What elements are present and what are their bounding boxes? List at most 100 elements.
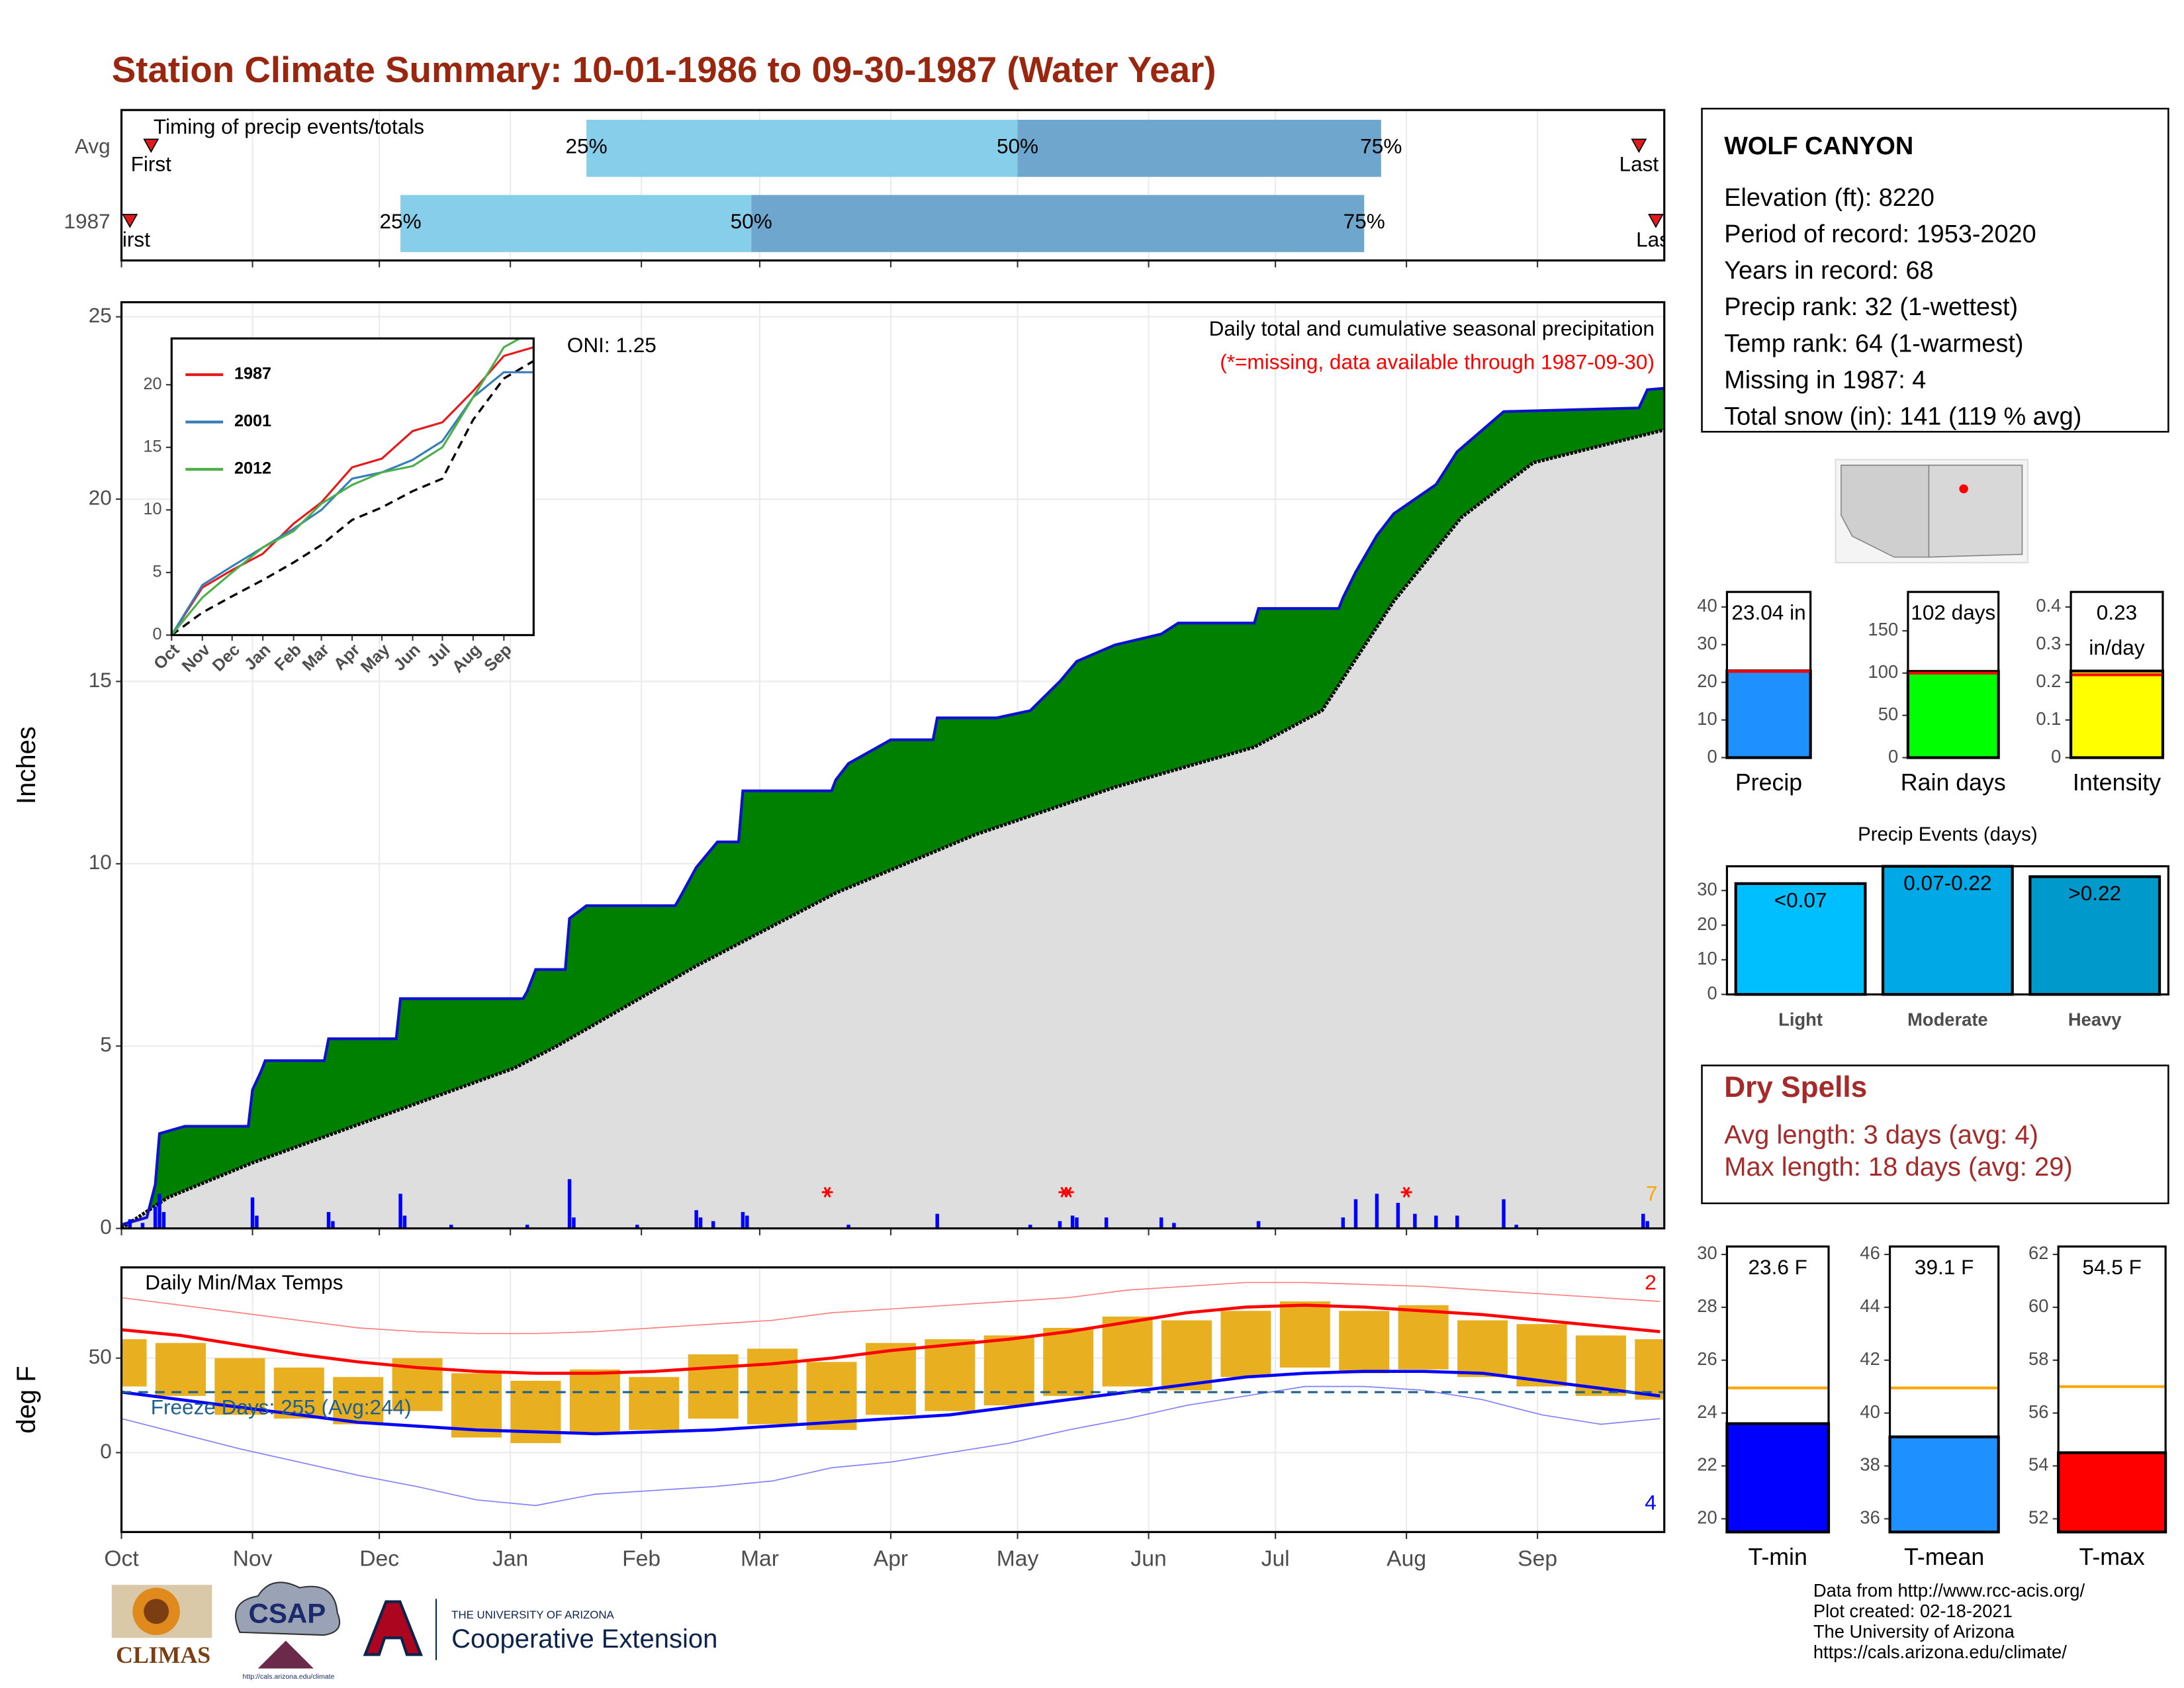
temp-range-bar — [1398, 1305, 1449, 1370]
unit-label: in/day — [2089, 635, 2144, 659]
freeze-label: Freeze Days: 255 (Avg:244) — [151, 1395, 412, 1419]
y-tick-label: 0.1 — [2036, 708, 2061, 729]
y-tick-label: 25 — [89, 303, 112, 327]
y-tick-label: 0 — [100, 1215, 112, 1239]
credit-line: Plot created: 02-18-2021 — [1813, 1601, 2013, 1621]
y-axis-title: deg F — [12, 1366, 41, 1433]
daily-precip-bar — [398, 1194, 402, 1229]
x-category-label: T-mean — [1904, 1544, 1984, 1570]
oni-label: ONI: 1.25 — [567, 333, 657, 357]
temp-range-bar — [1279, 1301, 1330, 1368]
page-title: Station Climate Summary: 10-01-1986 to 0… — [112, 49, 1216, 90]
annotation: Daily total and cumulative seasonal prec… — [1209, 316, 1655, 340]
daily-precip-bar — [567, 1179, 572, 1229]
value-label: 102 days — [1911, 600, 1995, 624]
y-tick-label: 100 — [1868, 661, 1899, 682]
plot-area — [121, 387, 1664, 1229]
chart-title: Timing of precip events/totals — [154, 115, 424, 138]
legend-label: 2001 — [234, 412, 271, 430]
bar — [1725, 1422, 1831, 1534]
y-tick-label: 22 — [1697, 1454, 1717, 1475]
y-tick-label: 0 — [2051, 746, 2061, 767]
x-tick-label: Feb — [622, 1546, 660, 1571]
daily-precip-bar — [326, 1211, 331, 1229]
x-tick-label: Nov — [233, 1546, 273, 1571]
value-label: 39.1 F — [1915, 1255, 1974, 1279]
x-tick-label: Apr — [874, 1546, 908, 1571]
dry-spells-line: Max length: 18 days (avg: 29) — [1724, 1152, 2073, 1182]
y-tick-label: 10 — [1697, 948, 1717, 968]
map-state — [1928, 464, 2023, 558]
temp-range-bar — [155, 1342, 206, 1396]
bar — [2057, 1451, 2167, 1534]
y-tick-label: 20 — [143, 375, 161, 393]
temp-range-bar — [569, 1369, 620, 1434]
daily-precip-bar — [572, 1217, 576, 1229]
temp-range-bar — [451, 1373, 502, 1438]
bar-label: <0.07 — [1774, 888, 1827, 912]
university-name: THE UNIVERSITY OF ARIZONA — [451, 1609, 614, 1621]
record-high-count: 2 — [1645, 1270, 1657, 1294]
event-marker — [143, 138, 159, 154]
annotation-note: (*=missing, data available through 1987-… — [1220, 350, 1655, 373]
daily-precip-bar — [140, 1223, 145, 1229]
chart-title: Daily Min/Max Temps — [145, 1270, 343, 1294]
csap-text: CSAP — [248, 1598, 326, 1629]
plot-border — [120, 1266, 1666, 1533]
chart-title: Precip Events (days) — [1858, 823, 2038, 845]
temp-range-bar — [1516, 1324, 1567, 1387]
y-tick-label: 10 — [1697, 708, 1717, 729]
count-label: 7 — [1646, 1182, 1658, 1205]
series-line — [171, 346, 534, 635]
temp-range-bar — [688, 1354, 739, 1419]
temp-range-bar — [865, 1342, 916, 1415]
y-tick-label: 56 — [2028, 1401, 2048, 1422]
y-tick-label: 36 — [1860, 1507, 1880, 1528]
x-tick-label: Aug — [1387, 1546, 1426, 1571]
y-tick-label: 58 — [2028, 1348, 2048, 1369]
value-label: 54.5 F — [2082, 1255, 2141, 1279]
record-max-line — [121, 1282, 1661, 1335]
daily-precip-bar — [711, 1221, 715, 1229]
plot-border — [120, 301, 1666, 1230]
y-tick-label: 0.2 — [2036, 671, 2061, 691]
daily-precip-bar — [1396, 1203, 1400, 1229]
y-tick-label: 0.4 — [2036, 595, 2061, 616]
x-category-label: Moderate — [1907, 1009, 1988, 1029]
temp-range-bar — [1635, 1339, 1664, 1400]
y-tick-label: 30 — [1697, 633, 1717, 653]
daily-precip-bar — [1341, 1217, 1345, 1229]
event-marker — [122, 214, 138, 228]
missing-marker — [1062, 1186, 1074, 1198]
daily-precip-bar — [1172, 1223, 1176, 1229]
bar — [1888, 1435, 2000, 1534]
daily-precip-bar — [1434, 1215, 1438, 1229]
ua-logo: THE UNIVERSITY OF ARIZONA Cooperative Ex… — [363, 1599, 717, 1660]
legend-label: 1987 — [234, 365, 271, 383]
value-label: 23.04 in — [1731, 600, 1805, 624]
station-box — [1701, 107, 2169, 433]
y-tick-label: 10 — [143, 500, 161, 518]
daily-precip-bar — [1256, 1221, 1261, 1229]
plot-border — [1725, 590, 1812, 759]
event-label: First — [110, 227, 151, 251]
plot-background — [171, 338, 534, 635]
daily-precip-bar — [1514, 1225, 1518, 1229]
bar — [1734, 882, 1867, 996]
daily-precip-bar — [1104, 1217, 1109, 1229]
daily-precip-bar — [255, 1215, 259, 1229]
logo-shape — [257, 1640, 314, 1669]
csap-url: http://cals.arizona.edu/climate — [243, 1673, 335, 1681]
x-tick-label: Jul — [1261, 1546, 1290, 1571]
daily-precip-bar — [402, 1215, 407, 1229]
credit-line: Data from http://www.rcc-acis.org/ — [1813, 1580, 2085, 1601]
y-tick-label: 15 — [143, 437, 161, 455]
daily-precip-bar — [1641, 1213, 1645, 1229]
daily-precip-bar — [525, 1225, 529, 1229]
bar — [1906, 670, 2000, 759]
quantile-label: 75% — [1343, 209, 1385, 233]
daily-precip-bar — [694, 1210, 698, 1229]
station-line: Missing in 1987: 4 — [1724, 366, 1926, 394]
legend-label: 2012 — [234, 459, 271, 478]
